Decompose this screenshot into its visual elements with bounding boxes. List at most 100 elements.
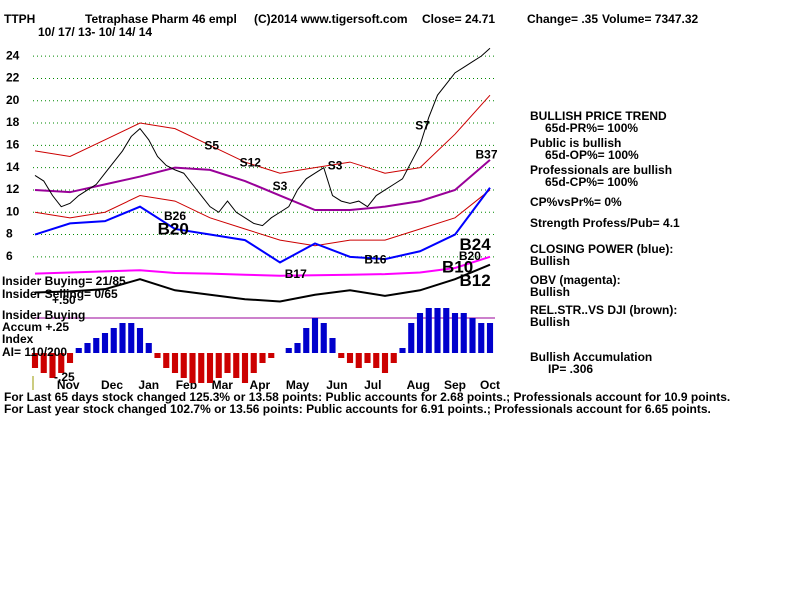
accum-bar	[31, 353, 39, 368]
accum-bar	[311, 318, 319, 353]
accum-bar	[364, 353, 371, 363]
status-label: Bullish	[530, 285, 570, 299]
accum-bar	[93, 338, 100, 353]
status-label: CP%vsPr%= 0%	[530, 195, 622, 209]
accum-bar	[346, 353, 354, 363]
accum-bar	[40, 353, 47, 373]
indicator-line	[34, 94, 491, 174]
accum-bar	[75, 348, 82, 353]
y-tick-label: 16	[6, 138, 20, 152]
close: Close= 24.71	[422, 12, 495, 26]
signal-label: B10	[442, 257, 473, 276]
accum-bar	[180, 353, 187, 378]
accum-bar	[320, 323, 327, 353]
company: Tetraphase Pharm 46 empl	[85, 12, 237, 26]
accum-bar	[294, 343, 301, 353]
y-tick-label: 10	[6, 204, 20, 218]
side-label: +.50	[52, 293, 76, 307]
accum-bar	[145, 343, 152, 353]
accum-bar	[171, 353, 179, 373]
accum-bar	[233, 353, 240, 378]
accum-bar	[215, 353, 222, 378]
x-tick-label: Jan	[138, 378, 159, 392]
accum-bar	[338, 353, 345, 358]
signal-label: S3	[328, 159, 343, 173]
status-label: Bullish	[530, 315, 570, 329]
signal-label: B12	[460, 271, 491, 290]
accum-bar	[443, 308, 450, 353]
accum-bar	[250, 353, 257, 373]
accum-bar	[154, 353, 161, 358]
signal-label: B16	[364, 252, 386, 266]
y-tick-label: 24	[6, 48, 20, 62]
side-label: Accum +.25	[2, 320, 69, 334]
accum-bar	[408, 323, 415, 353]
status-label: REL.STR..VS DJI (brown):	[530, 303, 677, 317]
footer-line: For Last 65 days stock changed 125.3% or…	[4, 390, 730, 404]
y-tick-label: 18	[6, 115, 20, 129]
accum-bar	[84, 343, 91, 353]
accum-bar	[399, 348, 406, 353]
y-tick-label: 14	[6, 160, 20, 174]
accum-bar	[224, 353, 231, 373]
status-label: Public is bullish	[530, 136, 621, 150]
accum-bar	[303, 328, 310, 353]
accum-bar	[268, 353, 275, 358]
accum-bar	[460, 313, 467, 353]
status-label: Bullish	[530, 254, 570, 268]
indicator-line	[34, 187, 491, 264]
accum-bar	[381, 353, 389, 373]
signal-label: B26	[164, 209, 186, 223]
accum-bar	[198, 353, 205, 383]
signal-label: B20	[459, 249, 481, 263]
x-tick-label: Apr	[250, 378, 271, 392]
accum-bar	[416, 313, 424, 353]
signal-label: S12	[240, 155, 262, 169]
y-tick-label: 20	[6, 93, 20, 107]
accum-bar	[110, 328, 117, 353]
y-tick-label: 22	[6, 71, 20, 85]
price-line	[34, 47, 491, 227]
accum-bar	[163, 353, 170, 368]
status-label: Bullish Accumulation	[530, 350, 652, 364]
copyright: (C)2014 www.tigersoft.com	[254, 12, 408, 26]
accum-bar	[128, 323, 135, 353]
accum-bar	[373, 353, 380, 368]
side-label: Index	[2, 332, 34, 346]
accum-bar	[478, 323, 485, 353]
signal-label: S7	[415, 119, 430, 133]
status-label: OBV (magenta):	[530, 273, 621, 287]
footer-line: For Last year stock changed 102.7% or 13…	[4, 402, 711, 416]
x-tick-label: Aug	[407, 378, 430, 392]
accum-bar	[259, 353, 266, 363]
status-label: 65d-CP%= 100%	[545, 175, 638, 189]
x-tick-label: Mar	[212, 378, 234, 392]
signal-label: B20	[158, 220, 189, 239]
side-label: Insider Buying	[2, 308, 85, 322]
accum-bar	[119, 323, 126, 353]
status-label: 65d-PR%= 100%	[545, 121, 638, 135]
indicator-line	[34, 159, 491, 212]
accum-bar	[101, 333, 109, 353]
y-tick-label: 6	[6, 249, 13, 263]
x-tick-label: Nov	[57, 378, 80, 392]
signal-label: S3	[273, 179, 288, 193]
accum-bar	[49, 353, 56, 378]
accum-bar	[58, 353, 65, 373]
status-label: 65d-OP%= 100%	[545, 148, 639, 162]
accum-bar	[66, 353, 74, 363]
accum-bar	[451, 313, 459, 353]
accum-bar	[136, 328, 144, 353]
accum-bar	[355, 353, 362, 368]
x-tick-label: Jun	[326, 378, 347, 392]
status-label: Strength Profess/Pub= 4.1	[530, 216, 680, 230]
signal-label: B24	[460, 235, 492, 254]
signal-label: B17	[285, 267, 307, 281]
accum-bar	[469, 318, 476, 353]
side-label: -.25	[54, 370, 75, 384]
ticker: TTPH	[4, 12, 35, 26]
x-tick-label: Jul	[364, 378, 381, 392]
x-tick-label: Oct	[480, 378, 500, 392]
signal-label: S5	[204, 139, 219, 153]
